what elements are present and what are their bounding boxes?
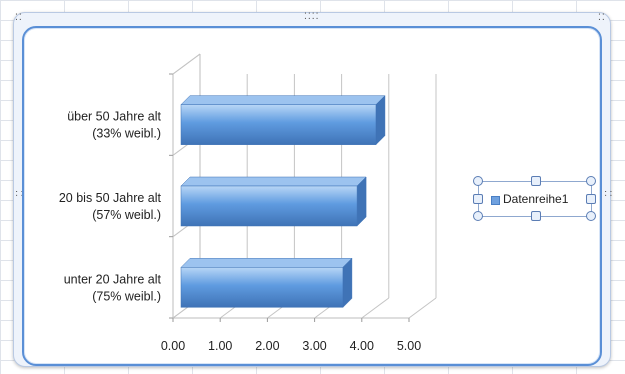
bar-top-face[interactable] [180, 258, 353, 268]
category-label: unter 20 Jahre alt [64, 272, 162, 286]
category-label: (57% weibl.) [92, 208, 161, 222]
axes [169, 53, 409, 319]
x-tick-label: 5.00 [397, 339, 421, 353]
bar-side-face[interactable] [356, 176, 367, 227]
legend-handle-bottom-left[interactable] [473, 211, 483, 221]
bars[interactable] [180, 95, 386, 308]
top-left-corner-handle[interactable]: ⁚⁚ [15, 13, 23, 23]
bar[interactable] [180, 104, 377, 145]
category-label: 20 bis 50 Jahre alt [59, 191, 162, 205]
right-resize-handle[interactable]: ⁚⁚ [602, 190, 612, 198]
x-tick-label: 0.00 [161, 339, 185, 353]
category-label: (33% weibl.) [92, 127, 161, 141]
top-right-corner-handle[interactable]: ⁚⁚ [598, 13, 606, 23]
x-tick-label: 4.00 [350, 339, 374, 353]
legend-label-datenreihe1: Datenreihe1 [503, 192, 569, 206]
bar-top-face[interactable] [180, 176, 367, 187]
legend-handle-right[interactable] [586, 194, 596, 204]
legend-handle-top-right[interactable] [586, 176, 596, 186]
x-tick-label: 3.00 [302, 339, 326, 353]
category-labels: unter 20 Jahre alt (75% weibl.) 20 bis 50 … [59, 110, 162, 304]
legend[interactable]: Datenreihe1 [473, 176, 596, 221]
legend-handle-top[interactable] [531, 176, 541, 186]
bar-side-face[interactable] [342, 257, 353, 308]
legend-handle-left[interactable] [473, 194, 483, 204]
bar-side-face[interactable] [375, 95, 386, 146]
wall-separator [172, 53, 201, 75]
category-label: über 50 Jahre alt [67, 110, 161, 124]
x-tick-label: 1.00 [208, 339, 232, 353]
legend-key-datenreihe1 [491, 196, 500, 205]
category-label: (75% weibl.) [92, 289, 161, 303]
legend-handle-bottom-right[interactable] [586, 211, 596, 221]
bar-top-face[interactable] [180, 95, 386, 105]
legend-handle-top-left[interactable] [473, 176, 483, 186]
x-tick-labels: 0.00 1.00 2.00 3.00 4.00 5.00 [161, 318, 421, 353]
left-resize-handle[interactable]: ⁚⁚ [13, 190, 23, 198]
x-tick-label: 2.00 [255, 339, 279, 353]
bar[interactable] [180, 267, 344, 308]
legend-handle-bottom[interactable] [531, 211, 541, 221]
gridline-floor [361, 297, 390, 319]
top-resize-handle[interactable]: ⁚⁚⁚⁚ [304, 12, 320, 22]
bar[interactable] [180, 185, 358, 227]
gridline-floor [408, 297, 437, 319]
